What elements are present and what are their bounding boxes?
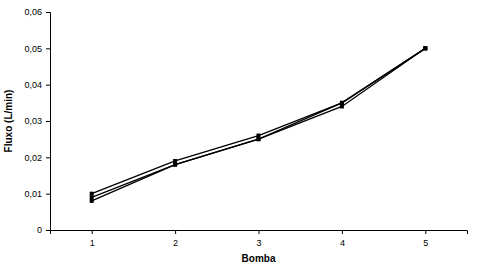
series-marker bbox=[90, 192, 94, 196]
x-tick-label: 5 bbox=[423, 238, 428, 248]
series-marker bbox=[340, 101, 344, 105]
y-tick-mark bbox=[46, 230, 50, 231]
x-tick: 5 bbox=[423, 230, 428, 248]
series-marker bbox=[340, 104, 344, 108]
y-tick: 0 bbox=[37, 225, 50, 235]
series-marker bbox=[173, 163, 177, 167]
x-tick-mark bbox=[175, 230, 176, 234]
plot-area: 0 0,01 0,02 0,03 0,04 0,05 0,06 1 2 3 4 5 bbox=[24, 7, 467, 248]
y-axis-line bbox=[46, 13, 51, 231]
y-tick-label: 0,04 bbox=[24, 80, 42, 90]
x-tick-label: 3 bbox=[256, 238, 261, 248]
y-tick-mark bbox=[46, 48, 50, 49]
y-tick: 0,01 bbox=[24, 189, 50, 199]
series-marker bbox=[423, 46, 427, 50]
series-line bbox=[92, 48, 426, 197]
y-tick-label: 0,02 bbox=[24, 153, 42, 163]
series-marker bbox=[340, 101, 344, 105]
x-axis: 1 2 3 4 5 bbox=[51, 230, 468, 248]
series-marker bbox=[257, 137, 261, 141]
y-tick-mark bbox=[46, 194, 50, 195]
x-tick-mark bbox=[92, 230, 93, 234]
y-tick-label: 0,01 bbox=[24, 189, 42, 199]
series-marker bbox=[423, 46, 427, 50]
series-line bbox=[92, 48, 426, 201]
y-tick: 0,05 bbox=[24, 44, 50, 54]
x-tick: 2 bbox=[173, 230, 178, 248]
y-tick: 0,06 bbox=[24, 7, 50, 17]
x-tick-mark bbox=[342, 230, 343, 234]
x-tick: 4 bbox=[340, 230, 345, 248]
series-marker bbox=[173, 163, 177, 167]
series-marker bbox=[423, 46, 427, 50]
series-marker bbox=[173, 159, 177, 163]
series-marker bbox=[257, 134, 261, 138]
y-axis: 0 0,01 0,02 0,03 0,04 0,05 0,06 bbox=[24, 7, 50, 235]
y-tick: 0,04 bbox=[24, 80, 50, 90]
x-tick: 3 bbox=[256, 230, 261, 248]
series-marker bbox=[257, 137, 261, 141]
x-tick-label: 4 bbox=[340, 238, 345, 248]
y-tick-mark bbox=[46, 157, 50, 158]
x-tick-mark bbox=[259, 230, 260, 234]
x-tick-label: 2 bbox=[173, 238, 178, 248]
y-tick-label: 0,06 bbox=[24, 7, 42, 17]
series-marker bbox=[90, 195, 94, 199]
y-tick: 0,02 bbox=[24, 153, 50, 163]
x-tick-label: 1 bbox=[90, 238, 95, 248]
y-tick-mark bbox=[46, 121, 50, 122]
y-tick-mark bbox=[46, 85, 50, 86]
y-tick: 0,03 bbox=[24, 116, 50, 126]
x-axis-line bbox=[51, 231, 468, 235]
x-tick-mark bbox=[425, 230, 426, 234]
y-tick-label: 0 bbox=[37, 225, 42, 235]
y-axis-title: Fluxo (L/min) bbox=[3, 90, 14, 153]
x-axis-title: Bomba bbox=[242, 253, 276, 264]
y-tick-label: 0,03 bbox=[24, 116, 42, 126]
series-line bbox=[92, 48, 426, 193]
series-marker bbox=[90, 199, 94, 203]
chart: 0 0,01 0,02 0,03 0,04 0,05 0,06 1 2 3 4 5 Bomba Fluxo… bbox=[0, 0, 477, 268]
x-tick: 1 bbox=[90, 230, 95, 248]
data-layer bbox=[90, 46, 428, 203]
y-tick-mark bbox=[46, 12, 50, 13]
y-tick-label: 0,05 bbox=[24, 44, 42, 54]
